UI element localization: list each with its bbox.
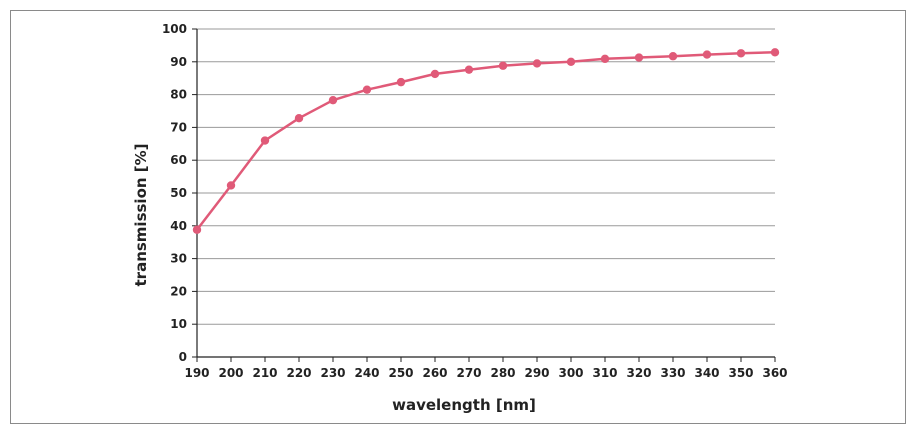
data-point-230 — [328, 95, 338, 105]
x-tick-label-200: 200 — [218, 366, 243, 380]
x-tick-label-330: 330 — [660, 366, 685, 380]
x-tick-label-320: 320 — [626, 366, 651, 380]
data-point-260 — [430, 69, 440, 79]
y-tick-label-30: 30 — [170, 252, 187, 266]
x-tick-label-300: 300 — [558, 366, 583, 380]
x-tick-label-260: 260 — [422, 366, 447, 380]
x-tick-label-220: 220 — [286, 366, 311, 380]
series-line-0 — [196, 51, 776, 231]
x-axis-label: wavelength [nm] — [392, 396, 536, 414]
data-point-360 — [770, 48, 780, 57]
data-point-330 — [668, 52, 678, 61]
x-tick-label-340: 340 — [694, 366, 719, 380]
y-tick-label-70: 70 — [170, 120, 187, 134]
x-tick-label-250: 250 — [388, 366, 413, 380]
y-tick-label-0: 0 — [179, 350, 187, 364]
data-point-270 — [464, 65, 474, 74]
data-point-280 — [498, 61, 508, 70]
data-point-310 — [600, 54, 610, 64]
chart-frame — [10, 10, 906, 424]
data-point-290 — [532, 59, 542, 68]
grid-lines — [197, 28, 775, 325]
x-tick-label-210: 210 — [252, 366, 277, 380]
x-tick-label-290: 290 — [524, 366, 549, 380]
y-tick-label-40: 40 — [170, 219, 187, 233]
y-tick-label-10: 10 — [170, 317, 187, 331]
x-tick-label-360: 360 — [762, 366, 787, 380]
y-axis-label: transmission [%] — [132, 143, 150, 286]
y-tick-labels: 0 10 20 30 40 50 60 70 80 90 100 — [162, 22, 187, 364]
data-point-210 — [260, 136, 270, 145]
x-tick-label-350: 350 — [728, 366, 753, 380]
y-tick-label-60: 60 — [170, 153, 187, 167]
x-tick-label-240: 240 — [354, 366, 379, 380]
y-tick-label-100: 100 — [162, 22, 187, 36]
data-point-250 — [396, 77, 406, 87]
series-group — [192, 48, 780, 234]
x-tick-label-190: 190 — [184, 366, 209, 380]
data-point-340 — [702, 50, 712, 59]
x-tick-label-230: 230 — [320, 366, 345, 380]
data-point-190 — [192, 225, 202, 234]
data-point-300 — [566, 57, 576, 66]
y-tick-label-80: 80 — [170, 88, 187, 102]
y-tick-label-20: 20 — [170, 284, 187, 298]
x-tick-label-270: 270 — [456, 366, 481, 380]
data-point-200 — [226, 181, 236, 190]
data-point-350 — [736, 49, 746, 58]
axes — [192, 28, 776, 362]
data-point-240 — [362, 85, 372, 94]
x-tick-label-310: 310 — [592, 366, 617, 380]
x-tick-labels: 190 200 210 220 230 240 250 260 270 280 290 300 310 3… — [184, 366, 787, 380]
data-point-320 — [634, 53, 644, 62]
data-point-220 — [294, 114, 304, 123]
x-tick-label-280: 280 — [490, 366, 515, 380]
y-tick-label-90: 90 — [170, 55, 187, 69]
y-tick-label-50: 50 — [170, 186, 187, 200]
